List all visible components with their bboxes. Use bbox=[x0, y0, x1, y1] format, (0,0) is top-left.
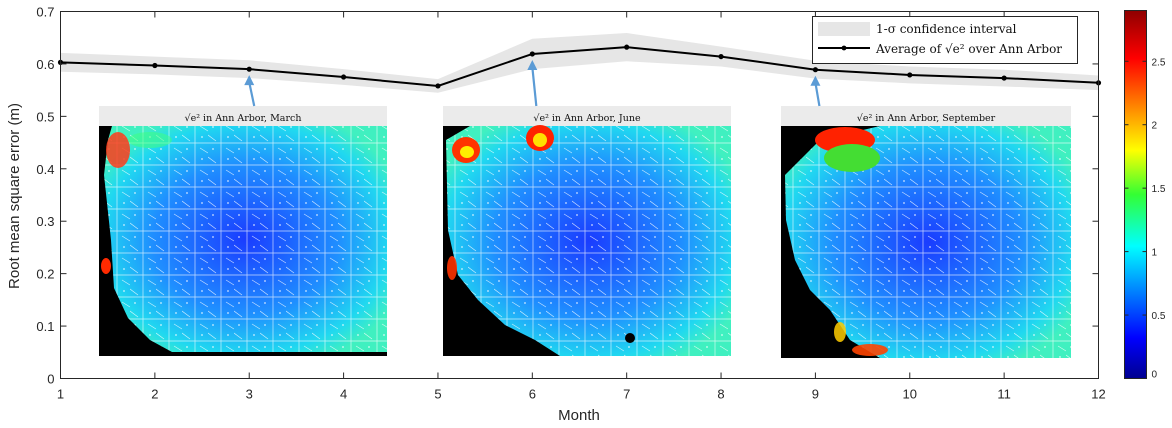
colorbar-tick-label-0: 0 bbox=[1152, 370, 1158, 381]
data-point-month-5 bbox=[435, 83, 441, 89]
y-tick-label-0.4: 0.4 bbox=[36, 162, 54, 177]
legend-band-label: 1-σ confidence interval bbox=[876, 22, 1017, 36]
inset-maps: √e² in Ann Arbor, March √e² in Ann Arbor… bbox=[99, 106, 1071, 358]
arrow-shaft-month-3 bbox=[248, 81, 256, 107]
x-tick-label-4: 4 bbox=[340, 387, 347, 402]
data-point-month-9 bbox=[812, 67, 819, 73]
inset-title-september: √e² in Ann Arbor, September bbox=[857, 113, 996, 124]
colorbar-tick-label-1: 1 bbox=[1152, 248, 1158, 259]
inset-title-june: √e² in Ann Arbor, June bbox=[533, 113, 641, 124]
y-tick-label-0.3: 0.3 bbox=[36, 214, 54, 229]
x-tick-label-5: 5 bbox=[434, 387, 441, 402]
x-tick-label-2: 2 bbox=[151, 387, 158, 402]
confidence-band bbox=[60, 32, 1099, 93]
x-tick-label-9: 9 bbox=[812, 387, 819, 402]
arrow-shaft-month-6 bbox=[531, 66, 538, 107]
colorbar-tick-label-2.5: 2.5 bbox=[1152, 57, 1166, 68]
colorbar-tick-label-1.5: 1.5 bbox=[1152, 184, 1166, 195]
x-axis-label: Month bbox=[558, 407, 600, 424]
y-tick-label-0.1: 0.1 bbox=[36, 319, 54, 334]
colorbar-tick-label-0.5: 0.5 bbox=[1152, 311, 1166, 322]
arrow-head-month-6 bbox=[527, 59, 538, 70]
inset-title-march: √e² in Ann Arbor, March bbox=[185, 113, 302, 124]
y-tick-label-0.7: 0.7 bbox=[36, 5, 54, 20]
x-tick-label-1: 1 bbox=[57, 387, 64, 402]
y-tick-label-0: 0 bbox=[47, 372, 54, 387]
colorbar-tick-label-2: 2 bbox=[1152, 121, 1158, 132]
confidence-band-group bbox=[60, 32, 1099, 93]
inset-arrows bbox=[244, 59, 821, 107]
x-tick-label-6: 6 bbox=[529, 387, 536, 402]
inset-map-september: √e² in Ann Arbor, September bbox=[781, 106, 1071, 358]
x-tick-label-11: 11 bbox=[997, 387, 1011, 402]
x-tick-label-7: 7 bbox=[623, 387, 630, 402]
data-point-month-10 bbox=[907, 72, 913, 78]
y-tick-label-0.2: 0.2 bbox=[36, 267, 54, 282]
arrow-head-month-3 bbox=[244, 75, 255, 86]
arrow-head-month-9 bbox=[810, 75, 821, 86]
legend-band-swatch bbox=[818, 22, 870, 36]
x-tick-label-10: 10 bbox=[903, 387, 917, 402]
series-line-group bbox=[60, 46, 1099, 87]
arrow-shaft-month-9 bbox=[814, 82, 821, 107]
colorbar-gradient bbox=[1124, 10, 1147, 379]
x-tick-label-12: 12 bbox=[1091, 387, 1105, 402]
data-point-month-4 bbox=[340, 74, 347, 80]
y-tick-label-0.6: 0.6 bbox=[36, 57, 54, 72]
legend: 1-σ confidence interval Average of √e² o… bbox=[812, 16, 1078, 64]
data-point-month-8 bbox=[718, 53, 724, 60]
data-point-month-3 bbox=[246, 66, 252, 72]
data-point-month-11 bbox=[1001, 75, 1007, 81]
data-point-month-2 bbox=[152, 62, 158, 69]
series-line bbox=[60, 46, 1099, 87]
x-tick-label-3: 3 bbox=[246, 387, 253, 402]
data-point-month-7 bbox=[624, 44, 630, 50]
colorbar: 0 0.5 1 1.5 2 2.5 bbox=[1124, 10, 1166, 381]
inset-map-march: √e² in Ann Arbor, March bbox=[99, 106, 387, 356]
data-point-month-6 bbox=[529, 51, 535, 57]
legend-line-marker bbox=[841, 45, 847, 51]
colorbar-ticks: 0 0.5 1 1.5 2 2.5 bbox=[1124, 57, 1166, 381]
plot-frame bbox=[60, 11, 1099, 379]
legend-line-label: Average of √e² over Ann Arbor bbox=[875, 42, 1062, 56]
x-tick-label-8: 8 bbox=[717, 387, 724, 402]
y-tick-label-0.5: 0.5 bbox=[36, 109, 54, 124]
y-axis-label: Root mean square error (m) bbox=[6, 103, 23, 289]
inset-map-june: √e² in Ann Arbor, June bbox=[443, 106, 731, 356]
